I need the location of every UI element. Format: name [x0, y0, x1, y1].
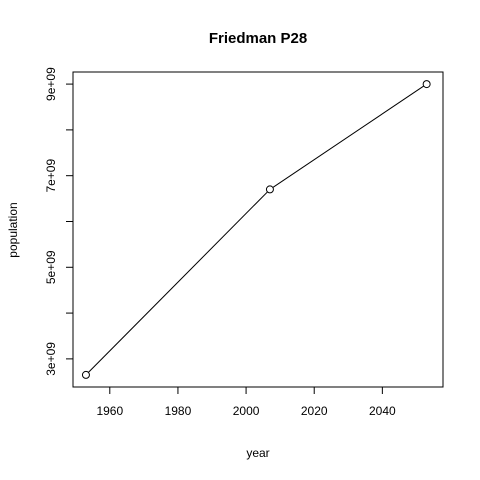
series-line-segment — [269, 83, 427, 190]
x-axis-label: year — [246, 446, 269, 460]
x-tick-label: 2000 — [233, 404, 260, 418]
x-tick-label: 2020 — [301, 404, 328, 418]
y-tick-label: 9e+09 — [44, 67, 58, 101]
data-point-marker — [81, 370, 90, 379]
x-tick-label: 1980 — [165, 404, 192, 418]
x-tick-label: 2040 — [369, 404, 396, 418]
series-line-segment — [85, 189, 271, 376]
x-tick-label: 1960 — [96, 404, 123, 418]
data-point-marker — [265, 185, 274, 194]
chart-title: Friedman P28 — [209, 30, 307, 47]
series-layer — [81, 80, 431, 379]
x-axis: 1960 1980 2000 2020 2040 — [96, 386, 396, 418]
plot-frame — [72, 71, 444, 388]
y-tick-label: 7e+09 — [44, 159, 58, 193]
y-tick-label: 3e+09 — [44, 342, 58, 376]
y-axis-label: population — [6, 202, 20, 257]
y-tick-label: 5e+09 — [44, 250, 58, 284]
y-axis: 3e+09 5e+09 7e+09 9e+09 — [44, 67, 74, 376]
data-point-marker — [422, 80, 431, 89]
